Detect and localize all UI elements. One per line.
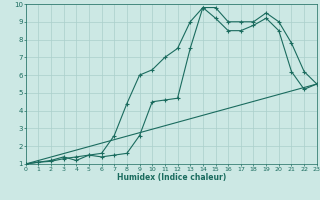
X-axis label: Humidex (Indice chaleur): Humidex (Indice chaleur) bbox=[116, 173, 226, 182]
